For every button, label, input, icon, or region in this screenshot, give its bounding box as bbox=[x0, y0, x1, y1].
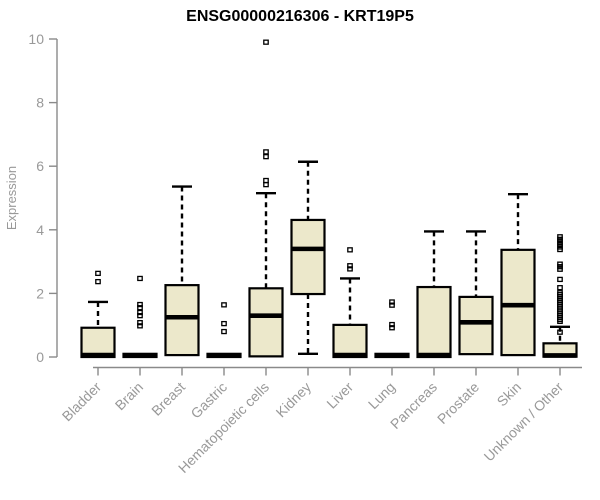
x-tick-label: Kidney bbox=[273, 379, 315, 421]
boxplot-box bbox=[458, 295, 494, 356]
outlier-point bbox=[95, 278, 101, 285]
outlier-point bbox=[557, 246, 563, 253]
outlier-point bbox=[263, 177, 269, 184]
boxplot-box bbox=[248, 287, 284, 358]
x-tick-label: Skin bbox=[494, 379, 525, 410]
outlier-point bbox=[137, 301, 143, 308]
outlier-point bbox=[137, 320, 143, 326]
outlier-point bbox=[557, 276, 563, 283]
outlier-point bbox=[347, 247, 353, 253]
boxplot-box bbox=[164, 284, 200, 357]
y-tick-label: 2 bbox=[36, 285, 44, 301]
y-tick-label: 4 bbox=[36, 222, 44, 238]
outlier-point bbox=[389, 299, 395, 305]
outlier-point bbox=[95, 270, 101, 277]
outlier-point bbox=[557, 318, 563, 325]
x-tick-label: Bladder bbox=[59, 379, 105, 425]
outlier-point bbox=[137, 323, 143, 329]
outlier-point bbox=[347, 263, 353, 269]
outlier-point bbox=[389, 302, 395, 308]
outlier-point bbox=[221, 328, 227, 335]
outlier-point bbox=[263, 149, 269, 155]
outlier-point bbox=[557, 285, 563, 291]
outlier-point bbox=[137, 275, 143, 282]
y-tick-label: 10 bbox=[28, 31, 44, 47]
outlier-point bbox=[263, 181, 269, 188]
chart-title: ENSG00000216306 - KRT19P5 bbox=[186, 8, 414, 25]
y-tick-label: 8 bbox=[36, 95, 44, 111]
x-tick-label: Breast bbox=[148, 379, 188, 419]
x-tick-label: Liver bbox=[323, 379, 356, 412]
y-tick-label: 6 bbox=[36, 158, 44, 174]
outlier-point bbox=[389, 321, 395, 328]
x-tick-label: Pancreas bbox=[387, 379, 440, 432]
x-tick-label: Prostate bbox=[434, 379, 482, 427]
boxplot-box bbox=[332, 323, 368, 359]
outlier-point bbox=[263, 39, 269, 45]
x-tick-label: Unknown / Other bbox=[481, 379, 567, 465]
boxplot-box bbox=[80, 326, 116, 359]
boxplot-box bbox=[500, 248, 536, 357]
outlier-point bbox=[263, 154, 269, 160]
outlier-point bbox=[389, 325, 395, 331]
outlier-point bbox=[557, 329, 563, 335]
outlier-point bbox=[137, 313, 143, 319]
outlier-point bbox=[347, 266, 353, 272]
boxplot-box bbox=[416, 285, 452, 359]
x-tick-label: Lung bbox=[365, 379, 398, 412]
outlier-point bbox=[557, 266, 563, 272]
y-axis-title: Expression bbox=[4, 166, 19, 230]
y-tick-label: 0 bbox=[36, 349, 44, 365]
boxplot-box bbox=[290, 218, 326, 296]
outlier-point bbox=[221, 320, 227, 327]
outlier-point bbox=[137, 309, 143, 316]
outlier-point bbox=[137, 305, 143, 311]
outlier-point bbox=[221, 302, 227, 308]
x-tick-label: Brain bbox=[112, 379, 146, 413]
